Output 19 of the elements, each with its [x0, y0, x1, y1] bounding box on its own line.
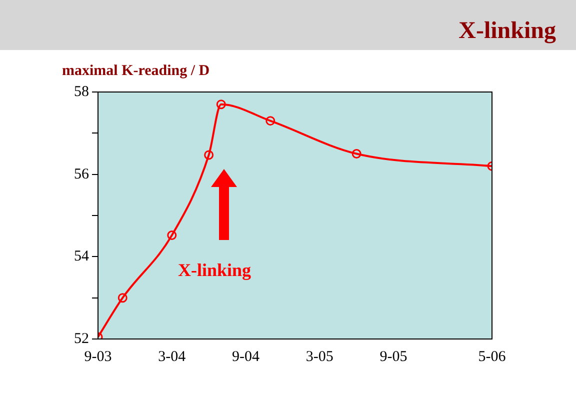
y-tick-label: 54 [74, 248, 90, 265]
point [352, 149, 362, 158]
x-tick-label: 9-05 [380, 348, 408, 365]
x-tick-label: 3-05 [306, 348, 334, 365]
point [216, 100, 226, 110]
x-tick-label: 3-04 [158, 348, 186, 365]
chart-title: X-linking [458, 18, 556, 45]
point [204, 150, 214, 160]
y-tick-label: 56 [74, 166, 90, 182]
x-tick-label: 5-06 [478, 348, 506, 365]
point [118, 293, 128, 303]
point [266, 116, 276, 126]
point [167, 230, 177, 240]
y-tick-label: 58 [74, 84, 89, 100]
annotation: X-linking [178, 260, 252, 281]
x-tick-label: 9-04 [232, 348, 260, 365]
y-axis-title: maximal K-reading / D [62, 63, 210, 80]
x-tick-label: 9-03 [84, 348, 112, 365]
y-tick-label: 52 [74, 330, 89, 347]
